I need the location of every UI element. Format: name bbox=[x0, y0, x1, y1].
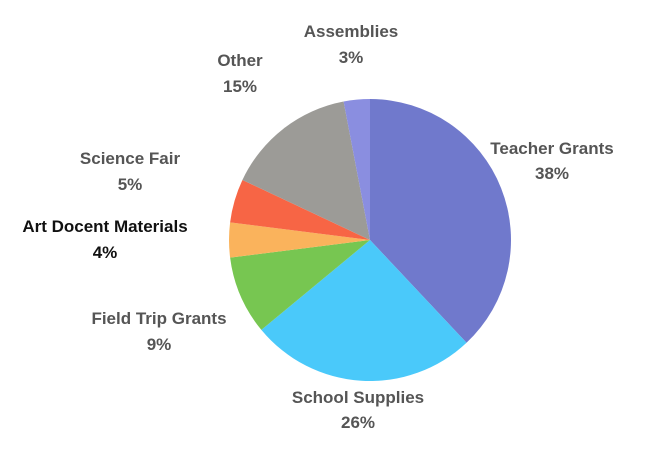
pie-slice-science-fair bbox=[230, 179, 370, 240]
slice-label-name-science-fair: Science Fair bbox=[80, 149, 181, 168]
pie-slice-school-supplies bbox=[261, 240, 467, 381]
slice-label-name-other: Other bbox=[217, 51, 263, 70]
slice-label-pct-field-trip-grants: 9% bbox=[147, 335, 172, 354]
slice-label-pct-science-fair: 5% bbox=[118, 175, 143, 194]
slice-label-name-art-docent-materials: Art Docent Materials bbox=[22, 217, 187, 236]
slice-label-name-school-supplies: School Supplies bbox=[292, 388, 424, 407]
slice-label-pct-other: 15% bbox=[223, 77, 257, 96]
slice-label-pct-art-docent-materials: 4% bbox=[93, 243, 118, 262]
pie-slice-art-docent-materials bbox=[228, 222, 370, 258]
slice-label-pct-teacher-grants: 38% bbox=[535, 164, 569, 183]
pie-slice-field-trip-grants bbox=[230, 240, 370, 330]
slice-label-name-teacher-grants: Teacher Grants bbox=[490, 139, 613, 158]
pie-slice-teacher-grants bbox=[370, 99, 511, 343]
slice-label-name-field-trip-grants: Field Trip Grants bbox=[91, 309, 226, 328]
slice-label-pct-assemblies: 3% bbox=[339, 48, 364, 67]
slice-label-pct-school-supplies: 26% bbox=[341, 413, 375, 432]
pie-slices bbox=[228, 99, 511, 381]
pie-labels: Teacher Grants 38% School Supplies 26% F… bbox=[22, 22, 613, 432]
pie-slice-other bbox=[242, 101, 370, 240]
pie-slice-assemblies bbox=[343, 99, 370, 240]
slice-label-name-assemblies: Assemblies bbox=[304, 22, 399, 41]
